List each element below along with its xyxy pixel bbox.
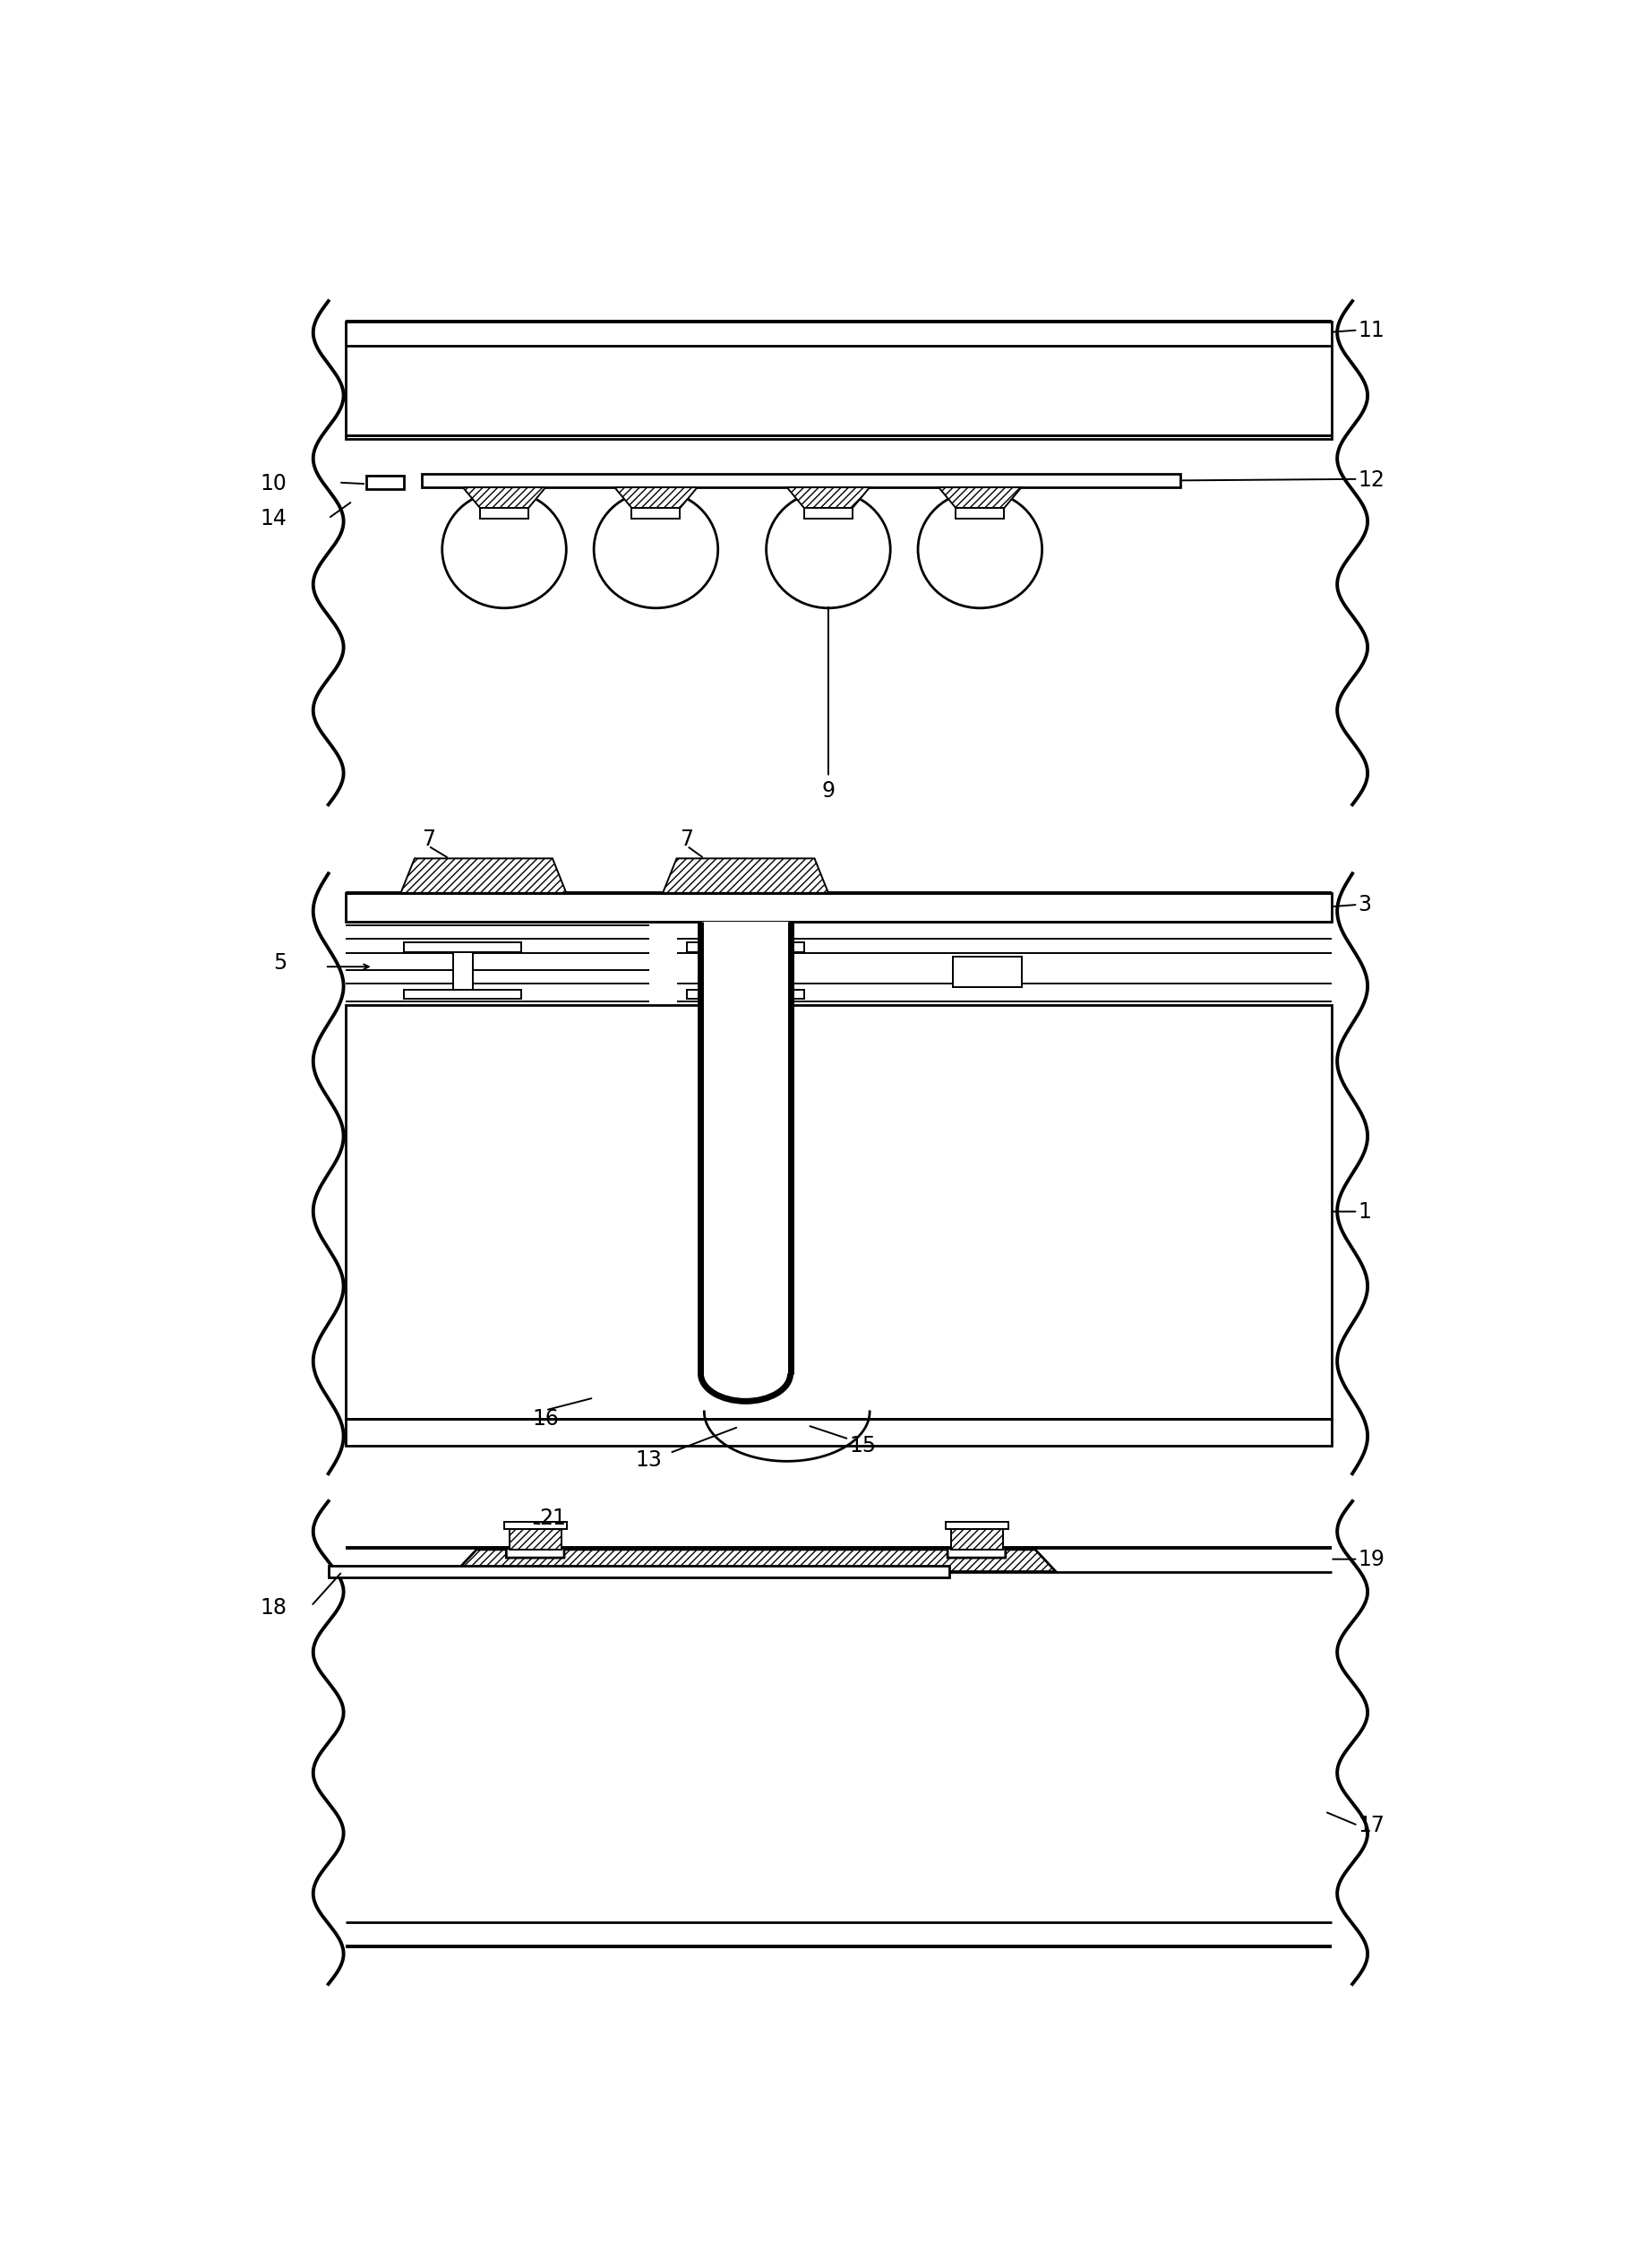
Text: 19: 19 [1359,1549,1385,1569]
Bar [805,508,852,519]
Text: 17: 17 [1359,1814,1385,1837]
Bar [956,508,1003,519]
Text: 5: 5 [274,953,287,973]
Polygon shape [401,857,567,894]
Polygon shape [938,488,1021,508]
Text: 14: 14 [261,508,287,528]
Bar [345,322,1331,440]
Text: 21: 21 [539,1508,565,1529]
Text: 10: 10 [261,474,287,494]
Bar [404,943,521,953]
Bar [510,1529,562,1549]
Bar [345,1418,1331,1447]
Ellipse shape [441,490,567,608]
Bar [367,476,404,490]
Text: 3: 3 [1359,894,1372,916]
Ellipse shape [919,490,1043,608]
Text: 13: 13 [635,1449,663,1470]
Text: 15: 15 [849,1436,876,1456]
Text: 7: 7 [422,828,435,850]
Bar [951,1529,1003,1549]
Ellipse shape [595,490,718,608]
Text: 11: 11 [1359,320,1385,340]
Bar [687,989,805,1000]
Text: 18: 18 [261,1597,287,1619]
Bar [702,921,788,1374]
Bar [404,989,521,1000]
Bar [329,1567,950,1576]
Bar [953,957,1021,987]
Text: 16: 16 [533,1408,559,1429]
Bar [453,953,472,989]
Text: 12: 12 [1359,469,1385,492]
Polygon shape [463,488,546,508]
Bar [422,474,1179,488]
Polygon shape [663,857,828,894]
Bar [481,508,528,519]
Bar [345,1005,1331,1418]
Bar [345,1549,1331,1946]
Bar [632,508,679,519]
Polygon shape [456,1549,1056,1572]
Text: 7: 7 [681,828,694,850]
Bar [687,943,805,953]
Bar [945,1522,1008,1529]
Bar [505,1522,567,1529]
Bar [345,894,1331,921]
Polygon shape [787,488,870,508]
Ellipse shape [766,490,891,608]
Text: 1: 1 [1359,1200,1372,1222]
Bar [736,953,756,989]
Text: 9: 9 [821,780,836,801]
Polygon shape [614,488,697,508]
